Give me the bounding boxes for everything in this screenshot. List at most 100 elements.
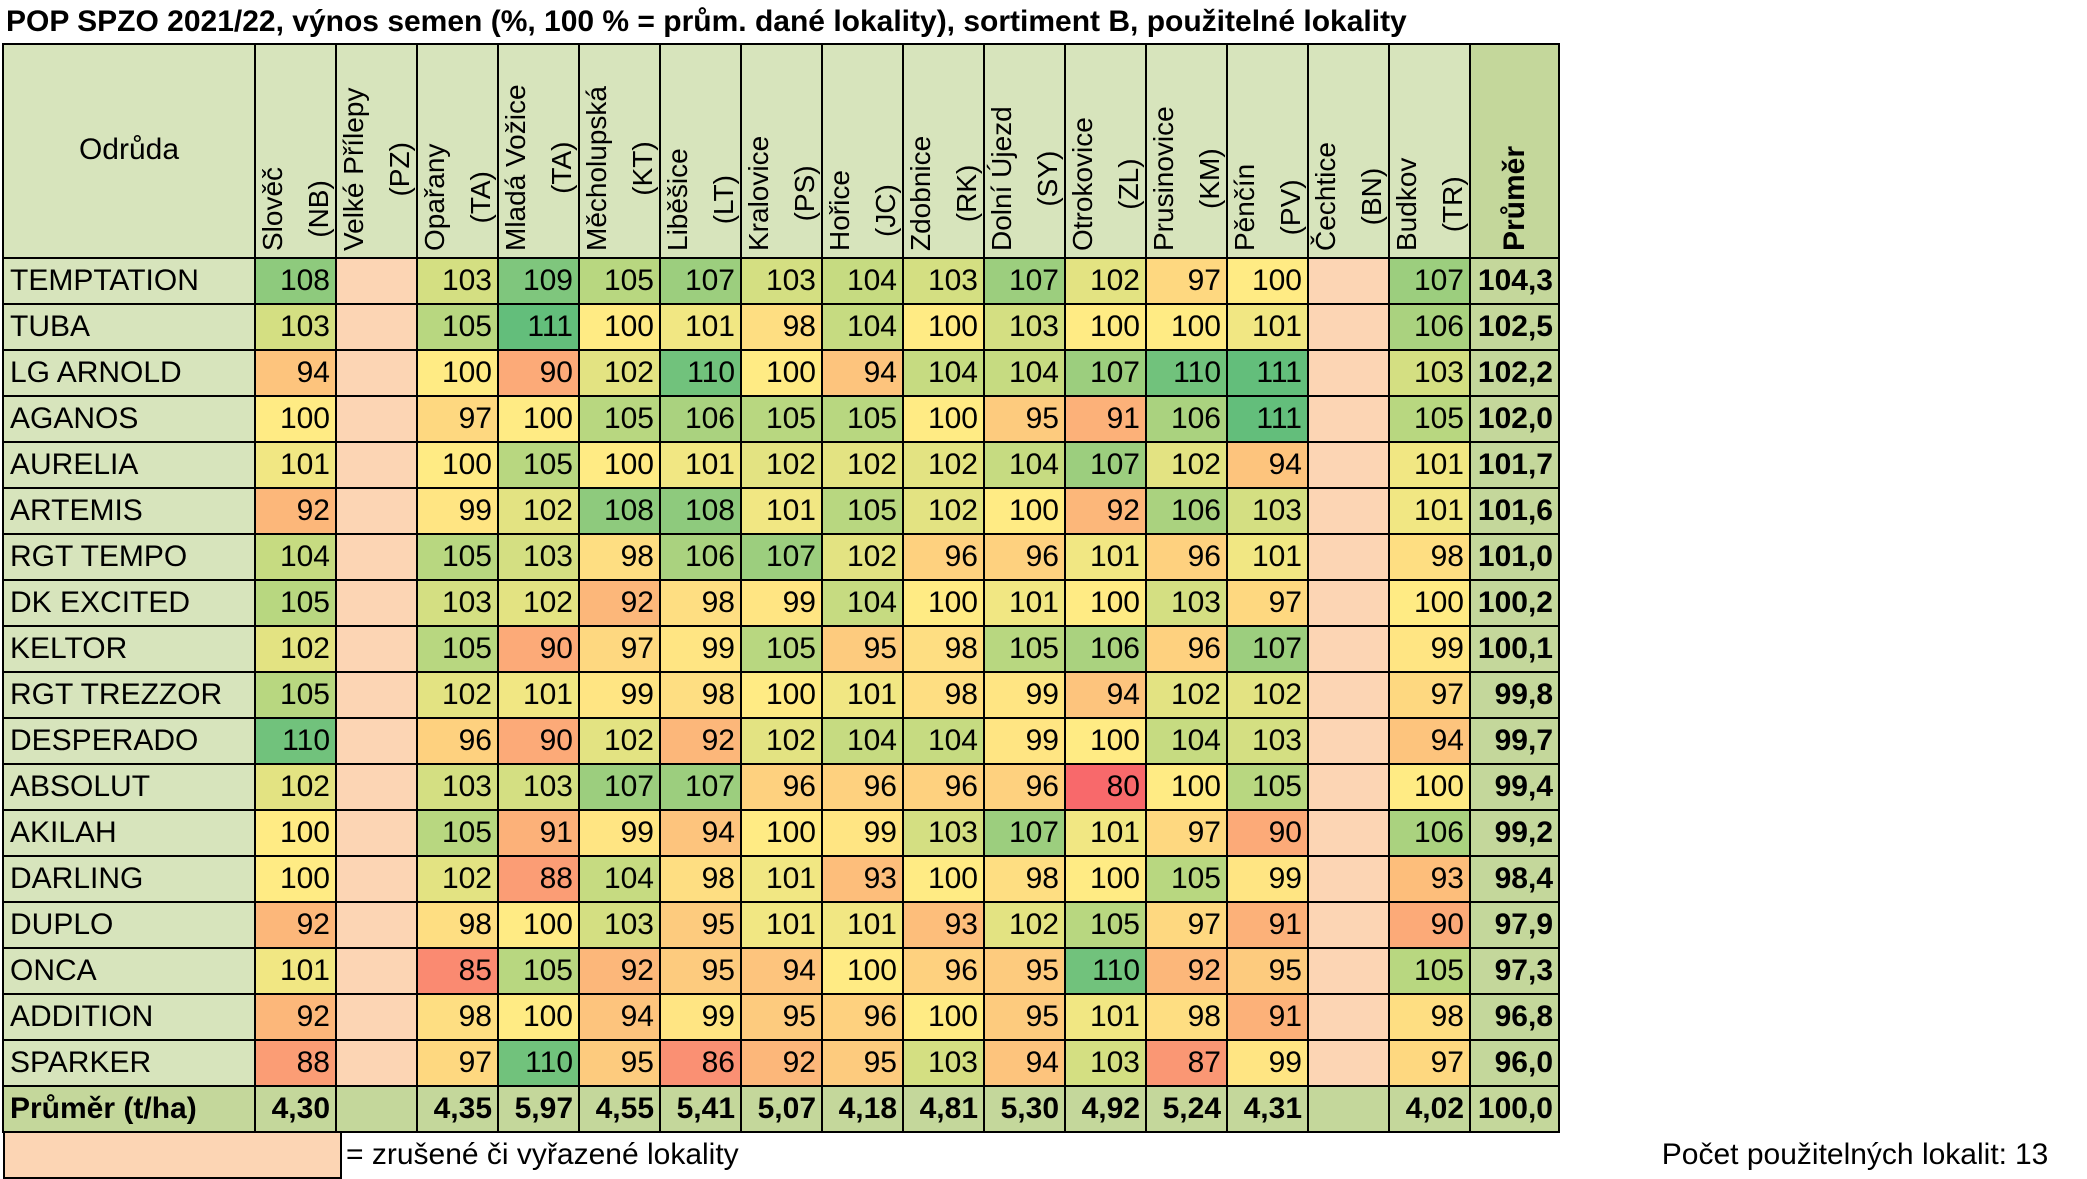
yield-cell: 99	[578, 809, 661, 857]
variety-name: RGT TEMPO	[2, 533, 256, 581]
cancelled-cell	[335, 349, 418, 397]
yield-cell: 104	[983, 349, 1066, 397]
yield-cell: 102	[497, 487, 580, 535]
cancelled-cell	[1307, 901, 1390, 949]
yield-cell: 100	[1145, 303, 1228, 351]
yield-cell: 97	[1145, 257, 1228, 305]
yield-cell: 107	[659, 763, 742, 811]
yield-cell: 98	[902, 625, 985, 673]
yield-cell: 98	[416, 993, 499, 1041]
yield-cell: 100	[1064, 579, 1147, 627]
yield-cell: 105	[740, 395, 823, 443]
yield-cell: 102	[578, 349, 661, 397]
variety-name: TEMPTATION	[2, 257, 256, 305]
yield-cell: 101	[254, 947, 337, 995]
yield-table: Odrůda Slověč (NB) Velké Přílepy (PZ) Opařan…	[2, 43, 1560, 1133]
yield-cell: 80	[1064, 763, 1147, 811]
yield-cell: 101	[821, 901, 904, 949]
yield-cell: 102	[1226, 671, 1309, 719]
average-yield-row: Průměr (t/ha) 4,30 4,35 5,97 4,55 5,41 5,07 4,1…	[2, 1085, 1560, 1133]
location-header: Opařany (TA)	[416, 43, 499, 259]
yield-cell: 100	[902, 303, 985, 351]
cancelled-cell	[1307, 717, 1390, 765]
yield-cell: 102	[821, 533, 904, 581]
yield-cell: 92	[1145, 947, 1228, 995]
yield-cell: 99	[1226, 1039, 1309, 1087]
average-header-label: Průměr	[1497, 145, 1531, 251]
yield-cell: 99	[983, 671, 1066, 719]
table-row: SPARKER 88 97 110 95 86 92 95 103 94 103 87 99 97 96,0	[2, 1039, 1560, 1087]
variety-average: 99,8	[1469, 671, 1560, 719]
yield-cell: 94	[254, 349, 337, 397]
yield-cell: 105	[1388, 947, 1471, 995]
yield-cell: 96	[902, 763, 985, 811]
yield-cell: 105	[578, 395, 661, 443]
yield-cell: 103	[416, 579, 499, 627]
variety-name: AGANOS	[2, 395, 256, 443]
location-name: Opařany	[418, 143, 450, 251]
cancelled-cell	[1307, 763, 1390, 811]
yield-cell: 100	[254, 855, 337, 903]
cancelled-cell	[335, 579, 418, 627]
yield-cell: 101	[740, 855, 823, 903]
location-header: Budkov (TR)	[1388, 43, 1471, 259]
location-code: (JC)	[869, 184, 901, 237]
location-code: (TA)	[464, 171, 496, 224]
yield-cell: 106	[1388, 303, 1471, 351]
yield-cell: 107	[1064, 441, 1147, 489]
yield-cell: 97	[578, 625, 661, 673]
variety-average: 100,2	[1469, 579, 1560, 627]
yield-cell: 94	[1226, 441, 1309, 489]
yield-cell: 102	[902, 441, 985, 489]
cancelled-cell	[1307, 625, 1390, 673]
yield-cell: 110	[497, 1039, 580, 1087]
yield-cell: 101	[1388, 487, 1471, 535]
yield-cell: 103	[902, 809, 985, 857]
variety-average: 104,3	[1469, 257, 1560, 305]
yield-cell: 100	[578, 303, 661, 351]
yield-cell: 97	[1226, 579, 1309, 627]
yield-cell: 100	[740, 349, 823, 397]
yield-cell: 92	[659, 717, 742, 765]
cancelled-cell	[1307, 487, 1390, 535]
yield-cell: 102	[254, 625, 337, 673]
cancelled-cell	[335, 947, 418, 995]
yield-cell: 102	[416, 671, 499, 719]
table-row: ABSOLUT 102 103 103 107 107 96 96 96 96 80 100 105 10…	[2, 763, 1560, 811]
table-row: KELTOR 102 105 90 97 99 105 95 98 105 106 96 107 99 10…	[2, 625, 1560, 673]
yield-cell: 96	[983, 533, 1066, 581]
location-average-yield: 4,92	[1064, 1085, 1147, 1133]
yield-cell: 92	[578, 579, 661, 627]
yield-cell: 100	[497, 901, 580, 949]
yield-cell: 92	[254, 993, 337, 1041]
yield-cell: 102	[902, 487, 985, 535]
location-name: Kralovice	[742, 135, 774, 251]
yield-cell: 105	[254, 671, 337, 719]
variety-average: 99,4	[1469, 763, 1560, 811]
yield-cell: 88	[254, 1039, 337, 1087]
yield-cell: 93	[902, 901, 985, 949]
yield-cell: 102	[740, 717, 823, 765]
yield-cell: 103	[1226, 487, 1309, 535]
location-code: (NB)	[302, 180, 334, 238]
yield-cell: 101	[1064, 809, 1147, 857]
variety-name: TUBA	[2, 303, 256, 351]
yield-cell: 105	[497, 947, 580, 995]
yield-cell: 101	[659, 303, 742, 351]
table-row: TUBA 103 105 111 100 101 98 104 100 103 100 100 101 1…	[2, 303, 1560, 351]
location-average-yield: 4,02	[1388, 1085, 1471, 1133]
yield-cell: 104	[902, 349, 985, 397]
yield-cell: 95	[983, 947, 1066, 995]
variety-average: 99,7	[1469, 717, 1560, 765]
cancelled-cell	[335, 395, 418, 443]
location-header: Měcholupská (KT)	[578, 43, 661, 259]
yield-cell: 103	[1388, 349, 1471, 397]
yield-cell: 98	[1145, 993, 1228, 1041]
location-code: (PV)	[1274, 179, 1306, 236]
yield-cell: 101	[1226, 303, 1309, 351]
cancelled-cell	[335, 993, 418, 1041]
yield-cell: 94	[1064, 671, 1147, 719]
variety-average: 102,0	[1469, 395, 1560, 443]
location-name: Liběšice	[661, 148, 693, 251]
location-name: Dolní Újezd	[985, 106, 1017, 251]
